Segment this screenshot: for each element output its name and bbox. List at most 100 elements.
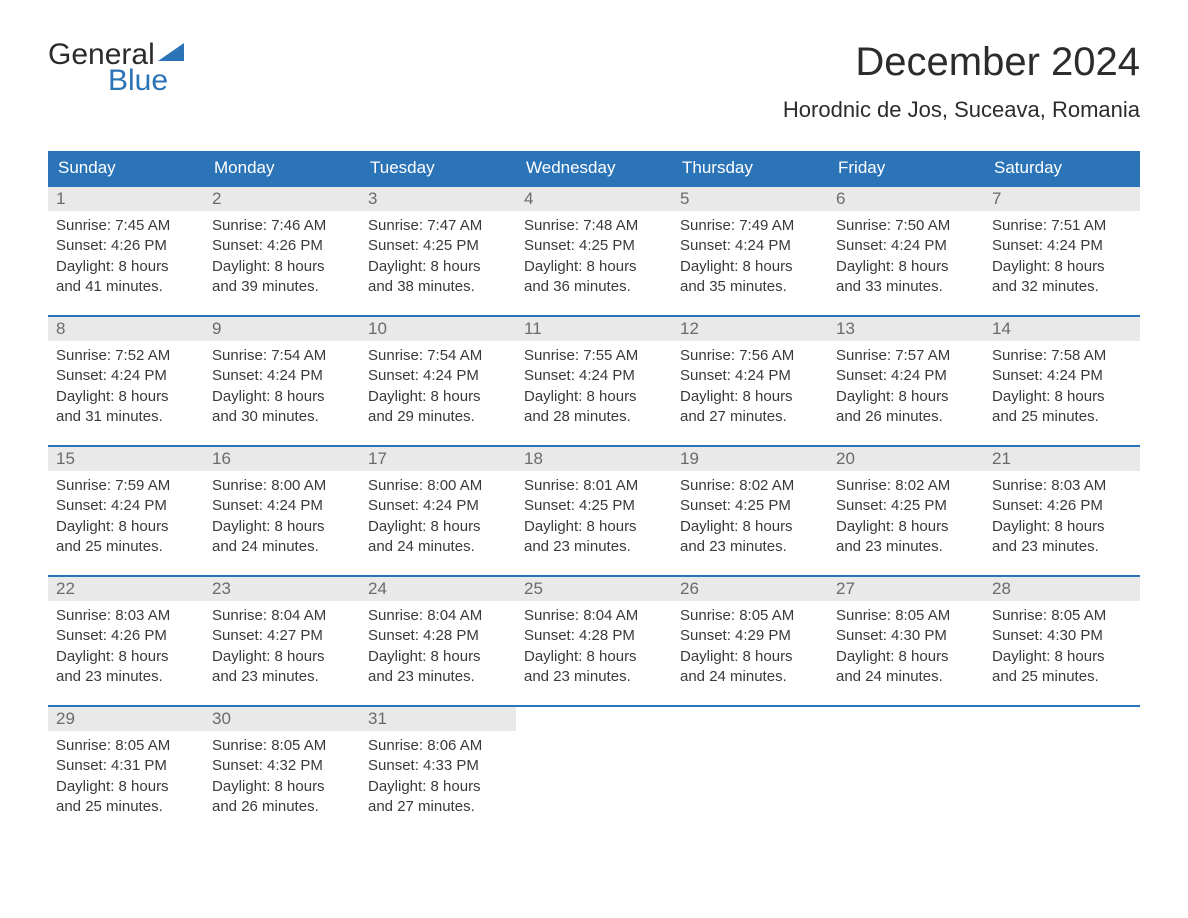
daylight-line1: Daylight: 8 hours xyxy=(524,647,664,667)
daylight-line1: Daylight: 8 hours xyxy=(368,647,508,667)
day-cell: 1Sunrise: 7:45 AMSunset: 4:26 PMDaylight… xyxy=(48,187,204,297)
daylight-line1: Daylight: 8 hours xyxy=(56,777,196,797)
day-details: Sunrise: 7:51 AMSunset: 4:24 PMDaylight:… xyxy=(984,211,1140,297)
sunset-line: Sunset: 4:30 PM xyxy=(836,626,976,646)
day-details: Sunrise: 8:02 AMSunset: 4:25 PMDaylight:… xyxy=(672,471,828,557)
title-block: December 2024 Horodnic de Jos, Suceava, … xyxy=(783,40,1140,123)
day-details: Sunrise: 7:48 AMSunset: 4:25 PMDaylight:… xyxy=(516,211,672,297)
day-number: 22 xyxy=(48,577,204,601)
sunset-line: Sunset: 4:24 PM xyxy=(368,366,508,386)
day-cell: 7Sunrise: 7:51 AMSunset: 4:24 PMDaylight… xyxy=(984,187,1140,297)
sunrise-line: Sunrise: 7:54 AM xyxy=(368,346,508,366)
daylight-line2: and 27 minutes. xyxy=(368,797,508,817)
daylight-line1: Daylight: 8 hours xyxy=(368,257,508,277)
sunrise-line: Sunrise: 7:49 AM xyxy=(680,216,820,236)
daylight-line1: Daylight: 8 hours xyxy=(56,257,196,277)
day-details: Sunrise: 8:05 AMSunset: 4:30 PMDaylight:… xyxy=(828,601,984,687)
day-cell: 6Sunrise: 7:50 AMSunset: 4:24 PMDaylight… xyxy=(828,187,984,297)
day-number: 17 xyxy=(360,447,516,471)
day-cell: 31Sunrise: 8:06 AMSunset: 4:33 PMDayligh… xyxy=(360,707,516,817)
daylight-line2: and 26 minutes. xyxy=(836,407,976,427)
sunrise-line: Sunrise: 8:04 AM xyxy=(368,606,508,626)
daylight-line1: Daylight: 8 hours xyxy=(212,387,352,407)
daylight-line2: and 27 minutes. xyxy=(680,407,820,427)
weeks-container: 1Sunrise: 7:45 AMSunset: 4:26 PMDaylight… xyxy=(48,185,1140,817)
day-details: Sunrise: 7:45 AMSunset: 4:26 PMDaylight:… xyxy=(48,211,204,297)
sunset-line: Sunset: 4:33 PM xyxy=(368,756,508,776)
daylight-line2: and 28 minutes. xyxy=(524,407,664,427)
month-title: December 2024 xyxy=(783,40,1140,85)
week-row: 29Sunrise: 8:05 AMSunset: 4:31 PMDayligh… xyxy=(48,705,1140,817)
day-details: Sunrise: 7:49 AMSunset: 4:24 PMDaylight:… xyxy=(672,211,828,297)
daylight-line1: Daylight: 8 hours xyxy=(680,387,820,407)
calendar: Sunday Monday Tuesday Wednesday Thursday… xyxy=(48,151,1140,817)
day-cell: 30Sunrise: 8:05 AMSunset: 4:32 PMDayligh… xyxy=(204,707,360,817)
day-number: 27 xyxy=(828,577,984,601)
day-number: 11 xyxy=(516,317,672,341)
day-details: Sunrise: 8:03 AMSunset: 4:26 PMDaylight:… xyxy=(48,601,204,687)
daylight-line1: Daylight: 8 hours xyxy=(368,517,508,537)
daylight-line1: Daylight: 8 hours xyxy=(524,517,664,537)
day-cell: 28Sunrise: 8:05 AMSunset: 4:30 PMDayligh… xyxy=(984,577,1140,687)
daylight-line1: Daylight: 8 hours xyxy=(56,647,196,667)
sunset-line: Sunset: 4:24 PM xyxy=(836,366,976,386)
week-row: 8Sunrise: 7:52 AMSunset: 4:24 PMDaylight… xyxy=(48,315,1140,427)
sunrise-line: Sunrise: 8:00 AM xyxy=(368,476,508,496)
daylight-line2: and 24 minutes. xyxy=(368,537,508,557)
daylight-line2: and 25 minutes. xyxy=(992,407,1132,427)
daylight-line1: Daylight: 8 hours xyxy=(680,647,820,667)
day-cell: 8Sunrise: 7:52 AMSunset: 4:24 PMDaylight… xyxy=(48,317,204,427)
sunrise-line: Sunrise: 8:00 AM xyxy=(212,476,352,496)
sunset-line: Sunset: 4:28 PM xyxy=(368,626,508,646)
dayhead-wed: Wednesday xyxy=(516,151,672,185)
sunrise-line: Sunrise: 8:06 AM xyxy=(368,736,508,756)
day-number: 21 xyxy=(984,447,1140,471)
sunrise-line: Sunrise: 8:03 AM xyxy=(56,606,196,626)
daylight-line2: and 23 minutes. xyxy=(56,667,196,687)
sunrise-line: Sunrise: 7:59 AM xyxy=(56,476,196,496)
daylight-line2: and 23 minutes. xyxy=(368,667,508,687)
daylight-line2: and 32 minutes. xyxy=(992,277,1132,297)
daylight-line2: and 29 minutes. xyxy=(368,407,508,427)
day-cell: 12Sunrise: 7:56 AMSunset: 4:24 PMDayligh… xyxy=(672,317,828,427)
week-row: 22Sunrise: 8:03 AMSunset: 4:26 PMDayligh… xyxy=(48,575,1140,687)
daylight-line2: and 25 minutes. xyxy=(56,797,196,817)
sunrise-line: Sunrise: 7:54 AM xyxy=(212,346,352,366)
day-cell: 26Sunrise: 8:05 AMSunset: 4:29 PMDayligh… xyxy=(672,577,828,687)
day-details: Sunrise: 8:04 AMSunset: 4:27 PMDaylight:… xyxy=(204,601,360,687)
day-number: 28 xyxy=(984,577,1140,601)
sunrise-line: Sunrise: 7:55 AM xyxy=(524,346,664,366)
sunset-line: Sunset: 4:24 PM xyxy=(524,366,664,386)
day-cell: 29Sunrise: 8:05 AMSunset: 4:31 PMDayligh… xyxy=(48,707,204,817)
sunrise-line: Sunrise: 7:48 AM xyxy=(524,216,664,236)
day-cell: 20Sunrise: 8:02 AMSunset: 4:25 PMDayligh… xyxy=(828,447,984,557)
day-cell: 27Sunrise: 8:05 AMSunset: 4:30 PMDayligh… xyxy=(828,577,984,687)
day-details: Sunrise: 7:55 AMSunset: 4:24 PMDaylight:… xyxy=(516,341,672,427)
day-number: 25 xyxy=(516,577,672,601)
daylight-line2: and 36 minutes. xyxy=(524,277,664,297)
day-number: 5 xyxy=(672,187,828,211)
day-details: Sunrise: 8:05 AMSunset: 4:29 PMDaylight:… xyxy=(672,601,828,687)
sunrise-line: Sunrise: 8:02 AM xyxy=(836,476,976,496)
day-details: Sunrise: 8:00 AMSunset: 4:24 PMDaylight:… xyxy=(360,471,516,557)
sunset-line: Sunset: 4:25 PM xyxy=(368,236,508,256)
day-details: Sunrise: 7:56 AMSunset: 4:24 PMDaylight:… xyxy=(672,341,828,427)
day-details: Sunrise: 7:50 AMSunset: 4:24 PMDaylight:… xyxy=(828,211,984,297)
daylight-line1: Daylight: 8 hours xyxy=(212,647,352,667)
header: General Blue December 2024 Horodnic de J… xyxy=(48,40,1140,123)
day-cell xyxy=(984,707,1140,817)
daylight-line2: and 23 minutes. xyxy=(992,537,1132,557)
sunrise-line: Sunrise: 7:57 AM xyxy=(836,346,976,366)
day-details: Sunrise: 7:54 AMSunset: 4:24 PMDaylight:… xyxy=(204,341,360,427)
daylight-line2: and 38 minutes. xyxy=(368,277,508,297)
day-cell: 4Sunrise: 7:48 AMSunset: 4:25 PMDaylight… xyxy=(516,187,672,297)
daylight-line2: and 23 minutes. xyxy=(524,537,664,557)
day-cell: 18Sunrise: 8:01 AMSunset: 4:25 PMDayligh… xyxy=(516,447,672,557)
day-cell: 15Sunrise: 7:59 AMSunset: 4:24 PMDayligh… xyxy=(48,447,204,557)
brand-logo: General Blue xyxy=(48,40,184,96)
day-number: 18 xyxy=(516,447,672,471)
daylight-line2: and 33 minutes. xyxy=(836,277,976,297)
sunrise-line: Sunrise: 8:04 AM xyxy=(524,606,664,626)
sunrise-line: Sunrise: 8:03 AM xyxy=(992,476,1132,496)
day-cell: 14Sunrise: 7:58 AMSunset: 4:24 PMDayligh… xyxy=(984,317,1140,427)
